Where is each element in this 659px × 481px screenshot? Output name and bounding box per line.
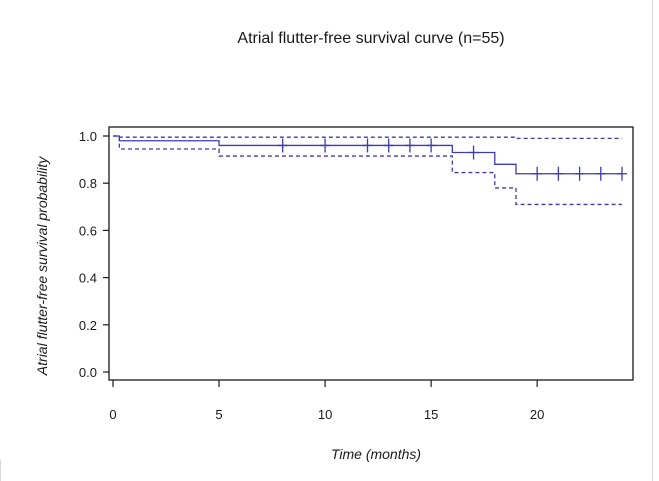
x-tick-label: 0 bbox=[109, 407, 116, 422]
censor-marks bbox=[277, 138, 627, 181]
censor-mark bbox=[617, 166, 627, 181]
x-tick-label: 10 bbox=[318, 407, 332, 422]
x-tick-label: 15 bbox=[424, 407, 438, 422]
censor-mark bbox=[362, 138, 373, 153]
censor-mark bbox=[595, 166, 606, 181]
censor-mark bbox=[277, 138, 288, 153]
y-axis-label: Atrial flutter-free survival probability bbox=[34, 156, 50, 376]
chart-title: Atrial flutter-free survival curve (n=55… bbox=[237, 30, 504, 47]
censor-mark bbox=[468, 145, 479, 160]
y-tick-label: 0.0 bbox=[79, 365, 97, 380]
censor-mark bbox=[320, 138, 331, 153]
y-tick-label: 0.6 bbox=[79, 223, 97, 238]
upper-confidence-band bbox=[113, 135, 622, 140]
frame-border-right bbox=[652, 0, 653, 481]
y-tick-label: 0.2 bbox=[79, 318, 97, 333]
censor-mark bbox=[404, 138, 415, 153]
censor-mark bbox=[426, 138, 437, 153]
y-tick-label: 0.4 bbox=[79, 271, 97, 286]
x-axis-label: Time (months) bbox=[331, 446, 421, 462]
survival-curve bbox=[113, 135, 622, 175]
series-layer bbox=[113, 135, 622, 206]
y-tick-label: 1.0 bbox=[79, 129, 97, 144]
y-tick-label: 0.8 bbox=[79, 176, 97, 191]
censor-mark bbox=[532, 166, 543, 181]
censor-mark bbox=[574, 166, 585, 181]
frame-border-left bbox=[0, 460, 1, 481]
x-tick-label: 5 bbox=[215, 407, 222, 422]
x-tick-label: 20 bbox=[530, 407, 544, 422]
censor-mark bbox=[553, 166, 564, 181]
y-axis: 0.0 0.2 0.4 0.6 0.8 1.0 bbox=[79, 129, 109, 380]
x-axis: 0 5 10 15 20 bbox=[109, 380, 544, 422]
plot-area-frame bbox=[108, 126, 634, 381]
lower-confidence-band bbox=[113, 135, 622, 206]
censor-mark bbox=[383, 138, 394, 153]
